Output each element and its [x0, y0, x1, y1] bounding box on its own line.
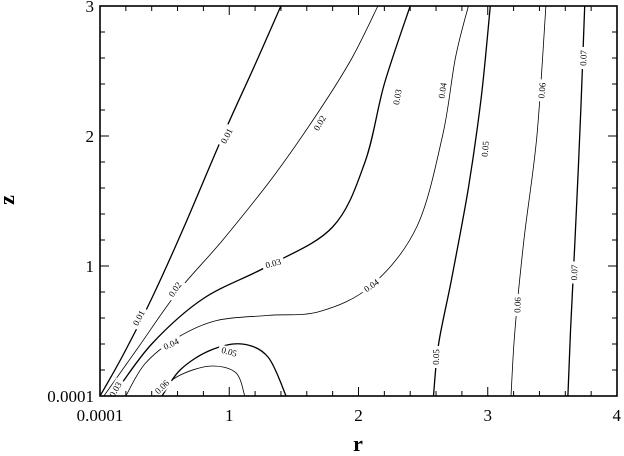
axis-ticks [99, 5, 618, 397]
contour-label-group: 0.06 [150, 375, 174, 399]
contour-label-bg [479, 137, 492, 161]
x-tick-label: 0.0001 [77, 406, 124, 425]
contour-label-group: 0.01 [217, 123, 237, 149]
contour-label: 0.03 [391, 88, 404, 106]
contour-line [432, 5, 491, 397]
contour-label-bg [129, 305, 149, 331]
contour-label-group: 0.06 [536, 79, 548, 102]
contour-label-group: 0.02 [164, 277, 186, 302]
y-tick-label: 3 [86, 0, 95, 16]
contour-label-group: 0.04 [436, 78, 449, 103]
contour-label-bg [390, 85, 405, 109]
contour-label: 0.07 [578, 49, 589, 66]
contour-label-bg [536, 79, 548, 102]
contour-label-group: 0.03 [261, 255, 286, 272]
contour-line [161, 343, 287, 397]
contour-label-bg [217, 344, 242, 360]
contour-label-bg [164, 277, 186, 302]
contour-label: 0.06 [512, 296, 523, 313]
contour-label: 0.05 [431, 348, 442, 365]
contour-labels: 0.01 0.01 0.02 0.02 0.03 0.03 0.04 0.04 0.04 0.05… [105, 46, 589, 402]
contour-label-bg [430, 345, 442, 369]
contour-line [112, 5, 411, 397]
x-tick-labels: 0.0001 1 2 3 4 [77, 406, 622, 425]
contour-line [99, 5, 282, 397]
contour-label-bg [436, 78, 449, 103]
contour-label-group: 0.02 [309, 110, 330, 136]
contour-label-group: 0.05 [479, 137, 492, 161]
contour-label-group: 0.04 [359, 275, 384, 296]
y-axis-title: z [0, 195, 19, 205]
contour-label-group: 0.04 [159, 334, 184, 354]
x-axis-title: r [353, 431, 363, 456]
y-tick-labels: 0.0001 1 2 3 [47, 0, 94, 406]
contour-label: 0.04 [436, 82, 448, 99]
contour-label-bg [578, 46, 589, 70]
x-tick-label: 1 [225, 406, 234, 425]
y-tick-label: 1 [86, 257, 95, 276]
contour-label: 0.07 [569, 264, 580, 281]
x-tick-label: 4 [613, 406, 622, 425]
contour-label-bg [512, 293, 523, 317]
contour-label-group: 0.05 [430, 345, 442, 369]
y-tick-label: 2 [86, 127, 95, 146]
contour-label-bg [261, 255, 286, 272]
contour-label-group: 0.07 [578, 46, 589, 70]
contour-line [103, 5, 379, 397]
contour-label-group: 0.03 [390, 85, 405, 109]
x-tick-label: 3 [483, 406, 492, 425]
contour-label-group: 0.01 [129, 305, 149, 331]
contour-label-bg [159, 334, 184, 354]
contour-label-bg [359, 275, 384, 296]
contour-label-bg [217, 123, 237, 149]
contour-label-bg [309, 110, 330, 136]
contour-line [510, 5, 547, 397]
contour-label: 0.05 [220, 345, 238, 359]
contour-label-group: 0.07 [568, 261, 580, 284]
contour-label: 0.05 [480, 140, 491, 157]
contour-label-group: 0.06 [512, 293, 523, 317]
contour-label-bg [150, 375, 174, 399]
y-tick-label: 0.0001 [47, 387, 94, 406]
contour-label: 0.03 [264, 256, 282, 270]
contour-label: 0.06 [536, 82, 547, 99]
x-tick-label: 2 [354, 406, 363, 425]
contour-line [567, 5, 586, 397]
contour-label-group: 0.05 [217, 344, 242, 360]
contour-label-bg [568, 261, 580, 284]
